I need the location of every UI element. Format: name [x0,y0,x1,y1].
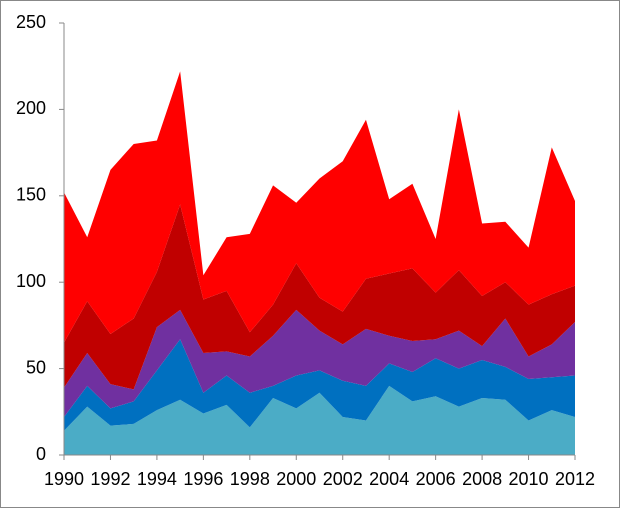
x-tick-label: 1998 [230,469,270,489]
x-tick-label: 2002 [323,469,363,489]
x-tick-label: 2012 [555,469,595,489]
area [64,309,575,417]
area [64,339,575,431]
x-tick-label: 1996 [183,469,223,489]
x-tick-label: 2008 [462,469,502,489]
y-tick-label: 0 [36,444,46,464]
x-tick-label: 2006 [416,469,456,489]
y-tick-label: 50 [26,357,46,377]
y-tick-label: 200 [16,98,46,118]
area [64,204,575,390]
x-tick-label: 1990 [44,469,84,489]
y-tick-label: 150 [16,185,46,205]
y-tick-label: 250 [16,12,46,32]
area [64,385,575,455]
area [64,71,575,343]
x-tick-label: 2010 [509,469,549,489]
x-tick-label: 2000 [276,469,316,489]
y-tick-label: 100 [16,271,46,291]
x-tick-label: 2004 [369,469,409,489]
x-tick-label: 1994 [137,469,177,489]
x-tick-label: 1992 [90,469,130,489]
